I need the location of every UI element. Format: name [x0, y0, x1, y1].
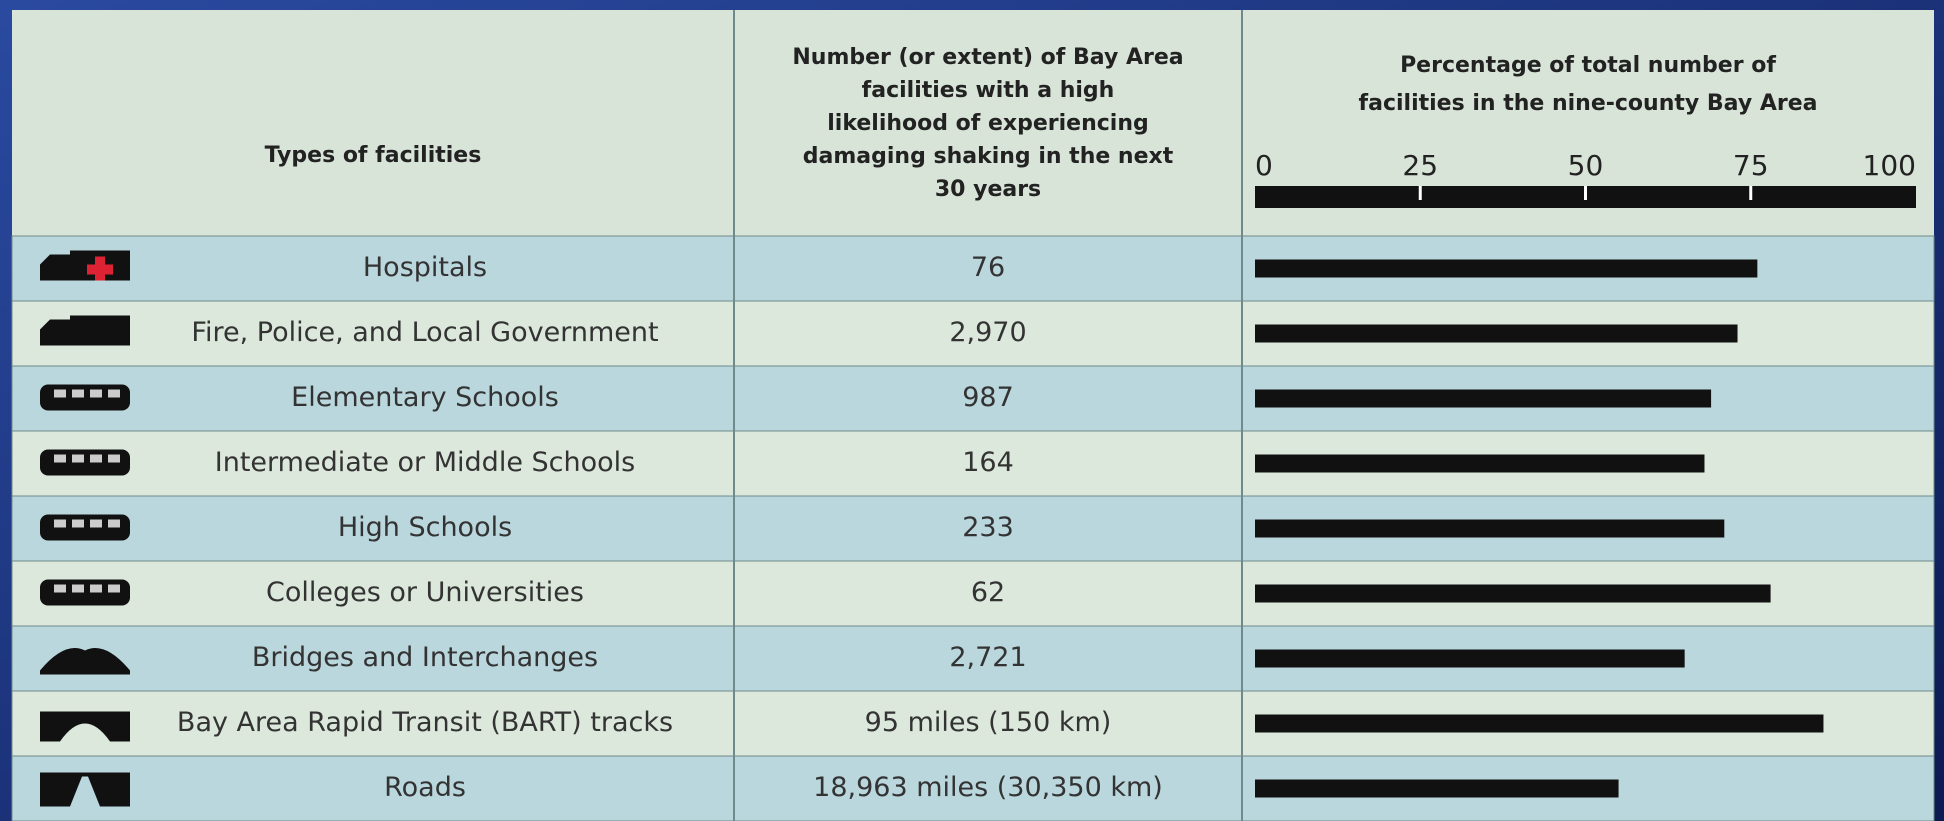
scale-tick-label: 75 — [1733, 149, 1769, 182]
icon-cab — [40, 254, 70, 281]
facility-count: 2,721 — [949, 642, 1026, 673]
row-icon — [40, 772, 130, 807]
icon-window — [72, 389, 84, 398]
icon-window — [54, 519, 66, 528]
facility-type: Colleges or Universities — [266, 577, 584, 608]
facility-count: 62 — [971, 577, 1005, 608]
percent-bar — [1255, 454, 1705, 473]
row-icon — [40, 449, 130, 476]
icon-tunnel — [40, 711, 130, 742]
facility-type: Bay Area Rapid Transit (BART) tracks — [177, 707, 673, 738]
scale-tick-label: 25 — [1402, 149, 1438, 182]
icon-window — [108, 389, 120, 398]
facility-type: Elementary Schools — [291, 382, 559, 413]
percent-bar — [1255, 714, 1824, 733]
percent-bar — [1255, 779, 1619, 798]
percent-bar — [1255, 519, 1725, 538]
icon-window — [108, 454, 120, 463]
facility-type: Fire, Police, and Local Government — [191, 317, 658, 348]
icon-cross — [87, 256, 113, 281]
icon-window — [72, 519, 84, 528]
icon-road — [40, 772, 130, 807]
icon-window — [72, 584, 84, 593]
icon-window — [90, 389, 102, 398]
scale-tick-label: 100 — [1863, 149, 1916, 182]
header-count: Number (or extent) of Bay Area facilities… — [792, 45, 1183, 202]
row-icon — [40, 648, 130, 675]
row-icon — [40, 384, 130, 411]
row-icon — [40, 711, 130, 742]
row-icon — [40, 315, 130, 346]
facility-type: Hospitals — [363, 252, 487, 283]
facility-count: 95 miles (150 km) — [865, 707, 1112, 738]
icon-window — [90, 454, 102, 463]
row-icon — [40, 579, 130, 606]
facility-count: 18,963 miles (30,350 km) — [813, 772, 1163, 803]
icon-cab — [40, 319, 70, 346]
facility-count: 76 — [971, 252, 1005, 283]
icon-window — [54, 584, 66, 593]
icon-window — [54, 389, 66, 398]
header-type: Types of facilities — [265, 143, 482, 168]
facility-type: Bridges and Interchanges — [252, 642, 598, 673]
percent-bar — [1255, 389, 1712, 408]
icon-window — [108, 519, 120, 528]
icon-window — [90, 519, 102, 528]
row-icon — [40, 514, 130, 541]
facility-count: 2,970 — [949, 317, 1026, 348]
facility-count: 987 — [962, 382, 1014, 413]
facility-type: Intermediate or Middle Schools — [215, 447, 635, 478]
percent-bar — [1255, 584, 1771, 603]
percent-bar — [1255, 259, 1758, 278]
facility-count: 233 — [962, 512, 1014, 543]
header-percent: Percentage of total number of facilities … — [1359, 53, 1818, 116]
percent-bar — [1255, 324, 1738, 343]
percent-bar — [1255, 649, 1685, 668]
facility-type: Roads — [384, 772, 466, 803]
icon-window — [108, 584, 120, 593]
icon-bridge — [40, 648, 130, 675]
icon-window — [72, 454, 84, 463]
icon-window — [90, 584, 102, 593]
icon-body — [70, 315, 130, 346]
icon-window — [54, 454, 66, 463]
scale-tick-label: 0 — [1255, 149, 1273, 182]
row-icon — [40, 250, 130, 281]
facility-count: 164 — [962, 447, 1014, 478]
facility-type: High Schools — [338, 512, 512, 543]
scale-tick-label: 50 — [1568, 149, 1604, 182]
